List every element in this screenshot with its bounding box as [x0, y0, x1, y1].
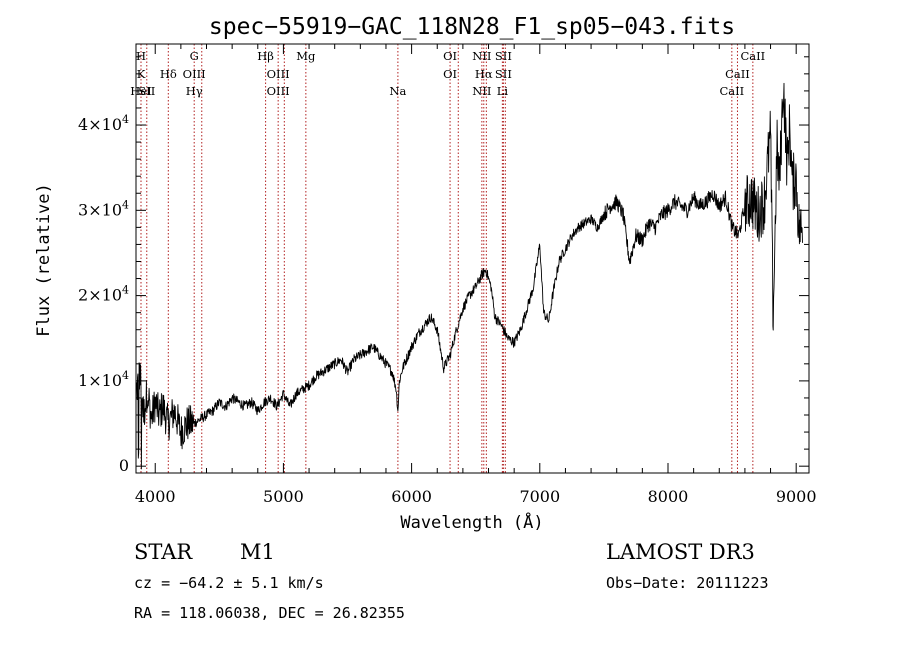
x-tick-label: 6000	[391, 487, 432, 506]
plot-frame	[135, 43, 810, 474]
x-tick-label: 8000	[648, 487, 689, 506]
spectrum-line	[135, 82, 803, 470]
y-tick-label: 2×104	[78, 284, 129, 305]
x-axis-label: Wavelength (Å)	[400, 511, 543, 533]
x-tick-label: 4000	[135, 487, 176, 506]
y-axis-label: Flux (relative)	[34, 183, 54, 337]
spectrum-series	[135, 82, 803, 470]
chart-title: spec−55919−GAC_118N28_F1_sp05−043.fits	[209, 14, 735, 40]
redshift-cz: cz = −64.2 ± 5.1 km/s	[134, 574, 324, 592]
object-class: STAR	[134, 540, 193, 564]
line-marker-label: SII	[495, 67, 512, 81]
line-marker-label: CaII	[719, 84, 744, 98]
line-marker-label: OIII	[267, 84, 290, 98]
line-marker-label: OIII	[267, 67, 290, 81]
line-marker-label: OI	[443, 49, 457, 63]
y-tick-label: 3×104	[78, 198, 129, 219]
x-tick-label: 9000	[776, 487, 817, 506]
line-marker-label: CaII	[740, 49, 765, 63]
x-tick-label: 7000	[519, 487, 560, 506]
survey-name: LAMOST DR3	[606, 540, 755, 564]
line-marker-label: OI	[443, 67, 457, 81]
y-tick-label: 0	[119, 456, 129, 475]
obs-date: Obs−Date: 20111223	[606, 574, 769, 592]
y-tick-label: 4×104	[78, 113, 129, 134]
line-marker-label: Hδ	[160, 67, 177, 81]
line-marker-label: SII	[495, 49, 512, 63]
line-marker-labels: HKHeISIIHδGOIIIHγHβOIIIOIIIMgNaOIOINIINI…	[130, 49, 765, 98]
line-marker-label: NII	[472, 84, 491, 98]
object-subclass: M1	[240, 540, 275, 564]
y-axis-ticks: 0 1×104 2×104 3×104 4×104	[78, 56, 809, 475]
line-marker-label: Li	[497, 84, 509, 98]
line-marker-label: Na	[389, 84, 406, 98]
line-markers	[140, 44, 754, 473]
x-tick-label: 5000	[263, 487, 304, 506]
line-marker-label: OIII	[183, 67, 206, 81]
line-marker-label: Hα	[475, 67, 493, 81]
line-marker-label: Hβ	[257, 49, 274, 63]
ra-dec-coordinates: RA = 118.06038, DEC = 26.82355	[134, 604, 405, 622]
line-marker-label: CaII	[725, 67, 750, 81]
line-marker-label: Mg	[296, 49, 316, 63]
line-marker-label: NII	[472, 49, 491, 63]
line-marker-label: Hγ	[186, 84, 203, 98]
line-marker-label: K	[137, 67, 146, 81]
line-marker-label: SII	[138, 84, 155, 98]
line-marker-label: H	[136, 49, 146, 63]
line-marker-label: G	[190, 49, 199, 63]
x-axis-ticks: 4000 5000 6000 7000 8000 9000	[135, 44, 817, 506]
y-tick-label: 1×104	[78, 369, 129, 390]
